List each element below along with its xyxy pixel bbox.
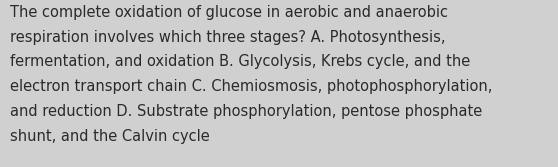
Text: respiration involves which three stages? A. Photosynthesis,: respiration involves which three stages?…	[10, 30, 445, 45]
Text: fermentation, and oxidation B. Glycolysis, Krebs cycle, and the: fermentation, and oxidation B. Glycolysi…	[10, 54, 470, 69]
Text: shunt, and the Calvin cycle: shunt, and the Calvin cycle	[10, 129, 210, 144]
Text: electron transport chain C. Chemiosmosis, photophosphorylation,: electron transport chain C. Chemiosmosis…	[10, 79, 492, 94]
Text: and reduction D. Substrate phosphorylation, pentose phosphate: and reduction D. Substrate phosphorylati…	[10, 104, 482, 119]
Text: The complete oxidation of glucose in aerobic and anaerobic: The complete oxidation of glucose in aer…	[10, 5, 448, 20]
